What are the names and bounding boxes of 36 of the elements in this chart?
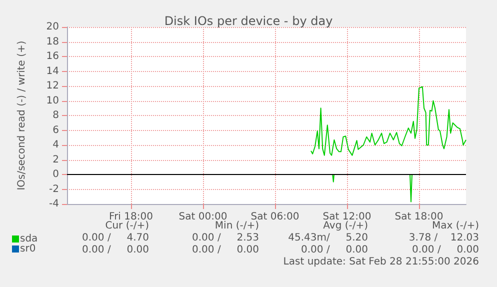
text: 0.00 / 4.70 <box>82 232 149 244</box>
y-tick-label: 4 <box>52 140 59 150</box>
x-tick-label: Fri 18:00 <box>109 212 153 222</box>
chart-title: Disk IOs per device - by day <box>164 14 333 28</box>
text: Max (-/+) <box>432 220 480 232</box>
x-tick-label: Sat 00:00 <box>178 212 228 222</box>
y-tick-label: 6 <box>52 124 59 136</box>
y-tick-label: 2 <box>52 154 59 166</box>
text: 0.00 / 0.00 <box>301 244 368 256</box>
text: Last update: Sat Feb 28 21:55:00 2026 <box>283 256 480 268</box>
y-tick-label: -2 <box>49 184 59 195</box>
text: 0.00 / 0.00 <box>412 244 479 256</box>
legend-label: sda <box>20 234 38 244</box>
y-tick-label: 12 <box>46 80 59 92</box>
y-tick-label: 20 <box>46 22 59 32</box>
y-axis-title: IOs/second read (-) / write (+) <box>16 40 28 190</box>
y-tick-label: 18 <box>46 36 59 48</box>
text: 3.78 / 12.03 <box>408 232 479 244</box>
text: Min (-/+) <box>214 220 260 232</box>
y-tick-label: 8 <box>52 110 59 121</box>
line-series <box>310 86 466 156</box>
y-tick-label: 14 <box>46 66 59 77</box>
y-tick-label: -4 <box>49 198 59 210</box>
y-tick-label: 0 <box>52 169 59 180</box>
x-tick-label: Sat 12:00 <box>322 212 372 222</box>
x-tick-label: Sat 18:00 <box>394 212 444 222</box>
text: 45.43m/ 5.20 <box>288 232 368 244</box>
text: Avg (-/+) <box>323 220 368 232</box>
text: Cur (-/+) <box>105 220 150 232</box>
y-tick-label: 10 <box>46 95 59 106</box>
text: 0.00 / 2.53 <box>192 232 259 244</box>
text: 0.00 / 0.00 <box>192 244 259 256</box>
x-tick-label: Sat 06:00 <box>250 212 300 222</box>
legend-label: sr0 <box>20 244 36 254</box>
text: 0.00 / 0.00 <box>82 244 149 256</box>
y-tick-label: 16 <box>46 51 59 62</box>
